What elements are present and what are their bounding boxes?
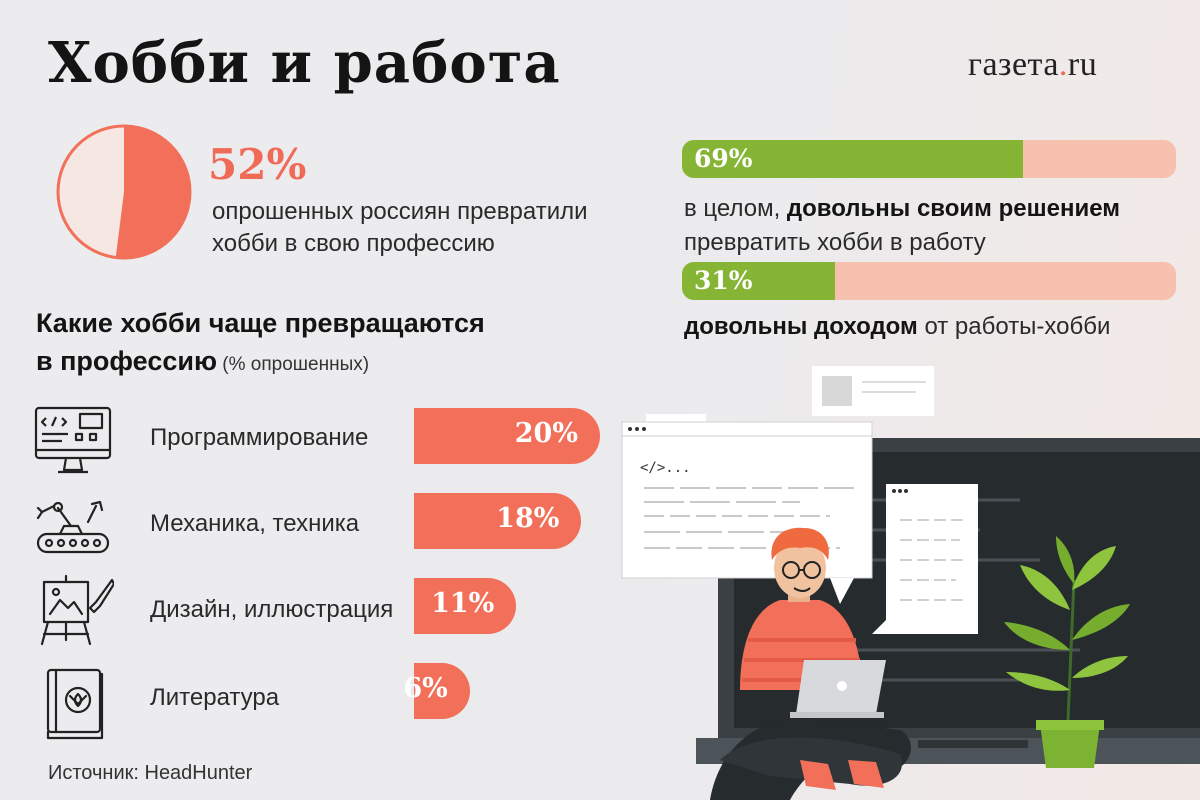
satisfaction-fill [682, 262, 836, 300]
pie-chart [56, 124, 192, 260]
pie-value: 52% [208, 140, 307, 189]
heading-line-1: Какие хобби чаще превращаются [36, 308, 485, 338]
category-label-programming: Программирование [150, 424, 369, 451]
code-window-small [872, 484, 978, 634]
code-tag: </>... [640, 460, 691, 476]
category-label-literature: Литература [150, 684, 280, 711]
text-plain: превратить хобби в работу [684, 229, 986, 256]
category-bar-value: 20% [514, 418, 578, 449]
category-bar: 18% [414, 493, 582, 549]
text-bold: довольны своим решением [786, 195, 1120, 222]
category-bar-value: 18% [496, 503, 560, 534]
logo-tld: ru [1067, 46, 1098, 83]
category-bar: 6% [403, 663, 470, 719]
man-with-laptop [710, 527, 911, 800]
satisfaction-text-decision: в целом, довольны своим решением преврат… [684, 192, 1120, 260]
illustration-man-with-laptop: </>... [621, 366, 1200, 800]
satisfaction-fill [682, 140, 1023, 178]
section-heading: Какие хобби чаще превращаются в професси… [36, 304, 556, 384]
gazeta-logo: газета.ru [968, 46, 1097, 84]
computer-code-icon [34, 406, 112, 474]
book-icon [46, 668, 104, 740]
heading-note: (% опрошенных) [217, 354, 370, 375]
category-bar-value: 11% [431, 588, 495, 619]
category-label-design: Дизайн, иллюстрация [150, 596, 394, 623]
satisfaction-text-income: довольны доходом от работы-хобби [684, 310, 1110, 344]
text-bold: довольны доходом [684, 313, 918, 340]
satisfaction-bar-decision: 69% [682, 140, 1176, 178]
text-plain: от работы-хобби [917, 313, 1111, 340]
category-bar-value: 6% [403, 673, 448, 704]
heading-line-2: в профессию [36, 346, 218, 376]
category-bar: 11% [414, 578, 517, 634]
satisfaction-value: 31% [694, 266, 753, 295]
floating-window-top [812, 366, 934, 416]
code-window: </>... [621, 421, 873, 604]
category-bar: 20% [414, 408, 600, 464]
pie-slice [115, 126, 190, 258]
easel-brush-icon [40, 574, 114, 646]
text-plain: в целом, [684, 195, 787, 222]
plant-illustration [1004, 536, 1130, 768]
pie-caption: опрошенных россиян превратили хобби в св… [212, 198, 588, 257]
category-label-mechanics: Механика, техника [150, 510, 360, 537]
satisfaction-value: 69% [694, 144, 753, 173]
logo-dot: . [1058, 46, 1068, 83]
robot-arm-icon [36, 500, 110, 554]
source-note: Источник: HeadHunter [48, 762, 253, 784]
page-title: Хобби и работа [48, 30, 561, 96]
logo-name: газета [968, 46, 1059, 83]
satisfaction-bar-income: 31% [682, 262, 1176, 300]
